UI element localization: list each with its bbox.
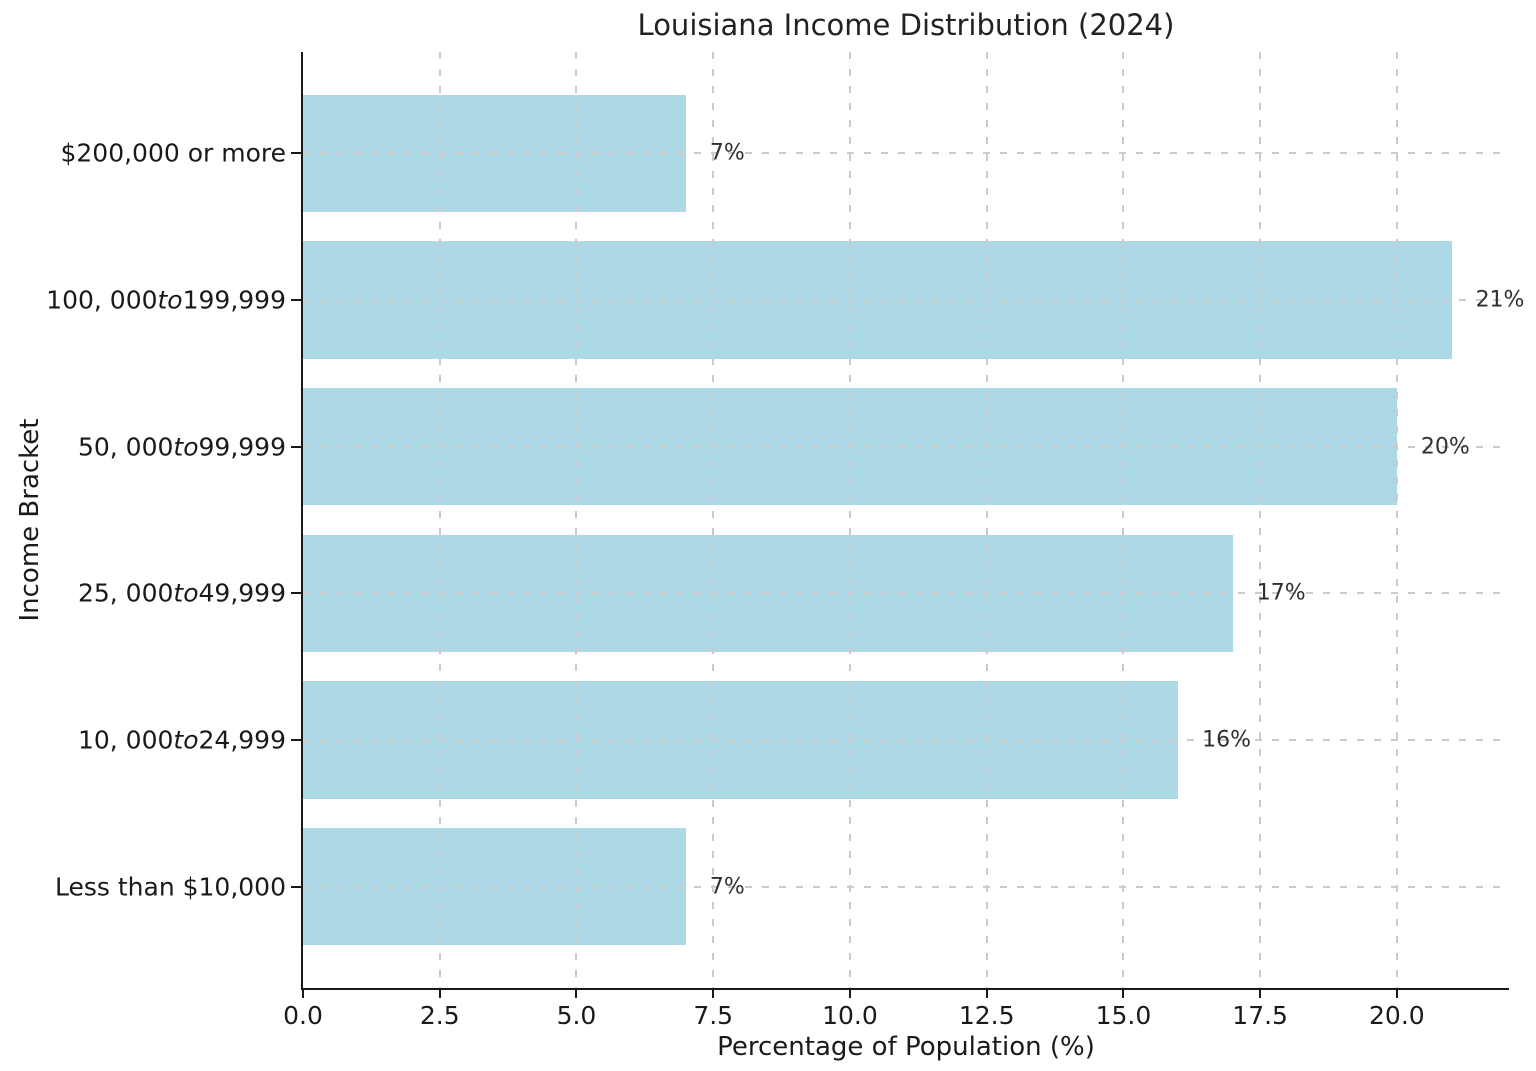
y-category-label: Less than $10,000	[0, 872, 286, 901]
x-tick-label: 0.0	[283, 1001, 323, 1030]
bar-value-label: 7%	[709, 140, 745, 166]
y-axis-spine	[301, 52, 303, 990]
y-category-label: 25, 000to49,999	[0, 579, 286, 608]
category-label-segment: 25, 000	[77, 578, 174, 608]
bar-value-label: 20%	[1420, 434, 1470, 460]
y-tick	[291, 445, 301, 448]
v-gridline	[985, 52, 988, 988]
category-label-segment: 199,999	[182, 285, 286, 315]
category-label-italic-segment: to	[173, 578, 199, 608]
category-label-italic-segment: to	[157, 285, 183, 315]
y-tick	[291, 739, 301, 742]
bar-value-label: 16%	[1202, 727, 1251, 753]
v-gridline	[575, 52, 578, 988]
x-tick-label: 12.5	[958, 1001, 1015, 1030]
y-tick	[291, 152, 301, 155]
v-gridline	[1395, 52, 1398, 988]
h-gridline	[303, 592, 1509, 595]
x-tick-label: 2.5	[419, 1001, 460, 1030]
h-gridline	[303, 298, 1509, 301]
x-tick-label: 7.5	[693, 1001, 734, 1030]
category-label-segment: 50, 000	[77, 432, 174, 462]
y-category-label: 100, 000to199,999	[0, 285, 286, 314]
y-tick	[291, 592, 301, 595]
bar-value-label: 17%	[1256, 580, 1306, 606]
h-gridline	[303, 739, 1509, 742]
v-gridline	[438, 52, 441, 988]
x-tick	[1395, 988, 1398, 998]
y-tick	[291, 885, 301, 888]
category-label-italic-segment: to	[173, 432, 199, 462]
y-category-label: $200,000 or more	[0, 139, 286, 168]
x-tick	[1259, 988, 1262, 998]
x-axis-spine	[301, 988, 1509, 990]
plot-area: 7% 21% 20% 17% 16% 7%	[301, 52, 1524, 990]
category-label-italic-segment: to	[173, 725, 199, 755]
y-category-label: 10, 000to24,999	[0, 726, 286, 755]
x-tick	[302, 988, 304, 998]
y-tick	[291, 298, 301, 301]
category-label-segment: 10, 000	[77, 725, 174, 755]
x-tick-label: 17.5	[1232, 1001, 1288, 1030]
chart-title: Louisiana Income Distribution (2024)	[637, 8, 1175, 42]
category-label-segment: Less than $10,000	[54, 872, 286, 902]
h-gridline	[303, 152, 1509, 155]
x-tick-label: 20.0	[1369, 1001, 1425, 1030]
x-tick	[575, 988, 578, 998]
v-gridline	[712, 52, 715, 988]
x-tick	[1122, 988, 1125, 998]
x-tick-label: 5.0	[556, 1001, 597, 1030]
y-category-label: 50, 000to99,999	[0, 432, 286, 461]
h-gridline	[303, 445, 1509, 448]
x-tick	[438, 988, 441, 998]
category-label-segment: 100, 000	[46, 285, 158, 315]
x-tick	[848, 988, 851, 998]
v-gridline	[848, 52, 851, 988]
h-gridline	[303, 885, 1509, 888]
category-label-segment: 49,999	[198, 578, 286, 608]
x-axis-label: Percentage of Population (%)	[717, 1032, 1095, 1062]
category-label-segment: $200,000 or more	[60, 138, 286, 168]
bar-value-label: 7%	[709, 874, 745, 900]
x-tick	[712, 988, 715, 998]
v-gridline	[1122, 52, 1125, 988]
category-label-segment: 24,999	[198, 725, 286, 755]
x-tick-label: 15.0	[1095, 1001, 1152, 1030]
bar-value-label: 21%	[1475, 287, 1525, 313]
x-tick-label: 10.0	[822, 1001, 878, 1030]
category-label-segment: 99,999	[198, 432, 286, 462]
v-gridline	[1259, 52, 1262, 988]
x-tick	[985, 988, 988, 998]
